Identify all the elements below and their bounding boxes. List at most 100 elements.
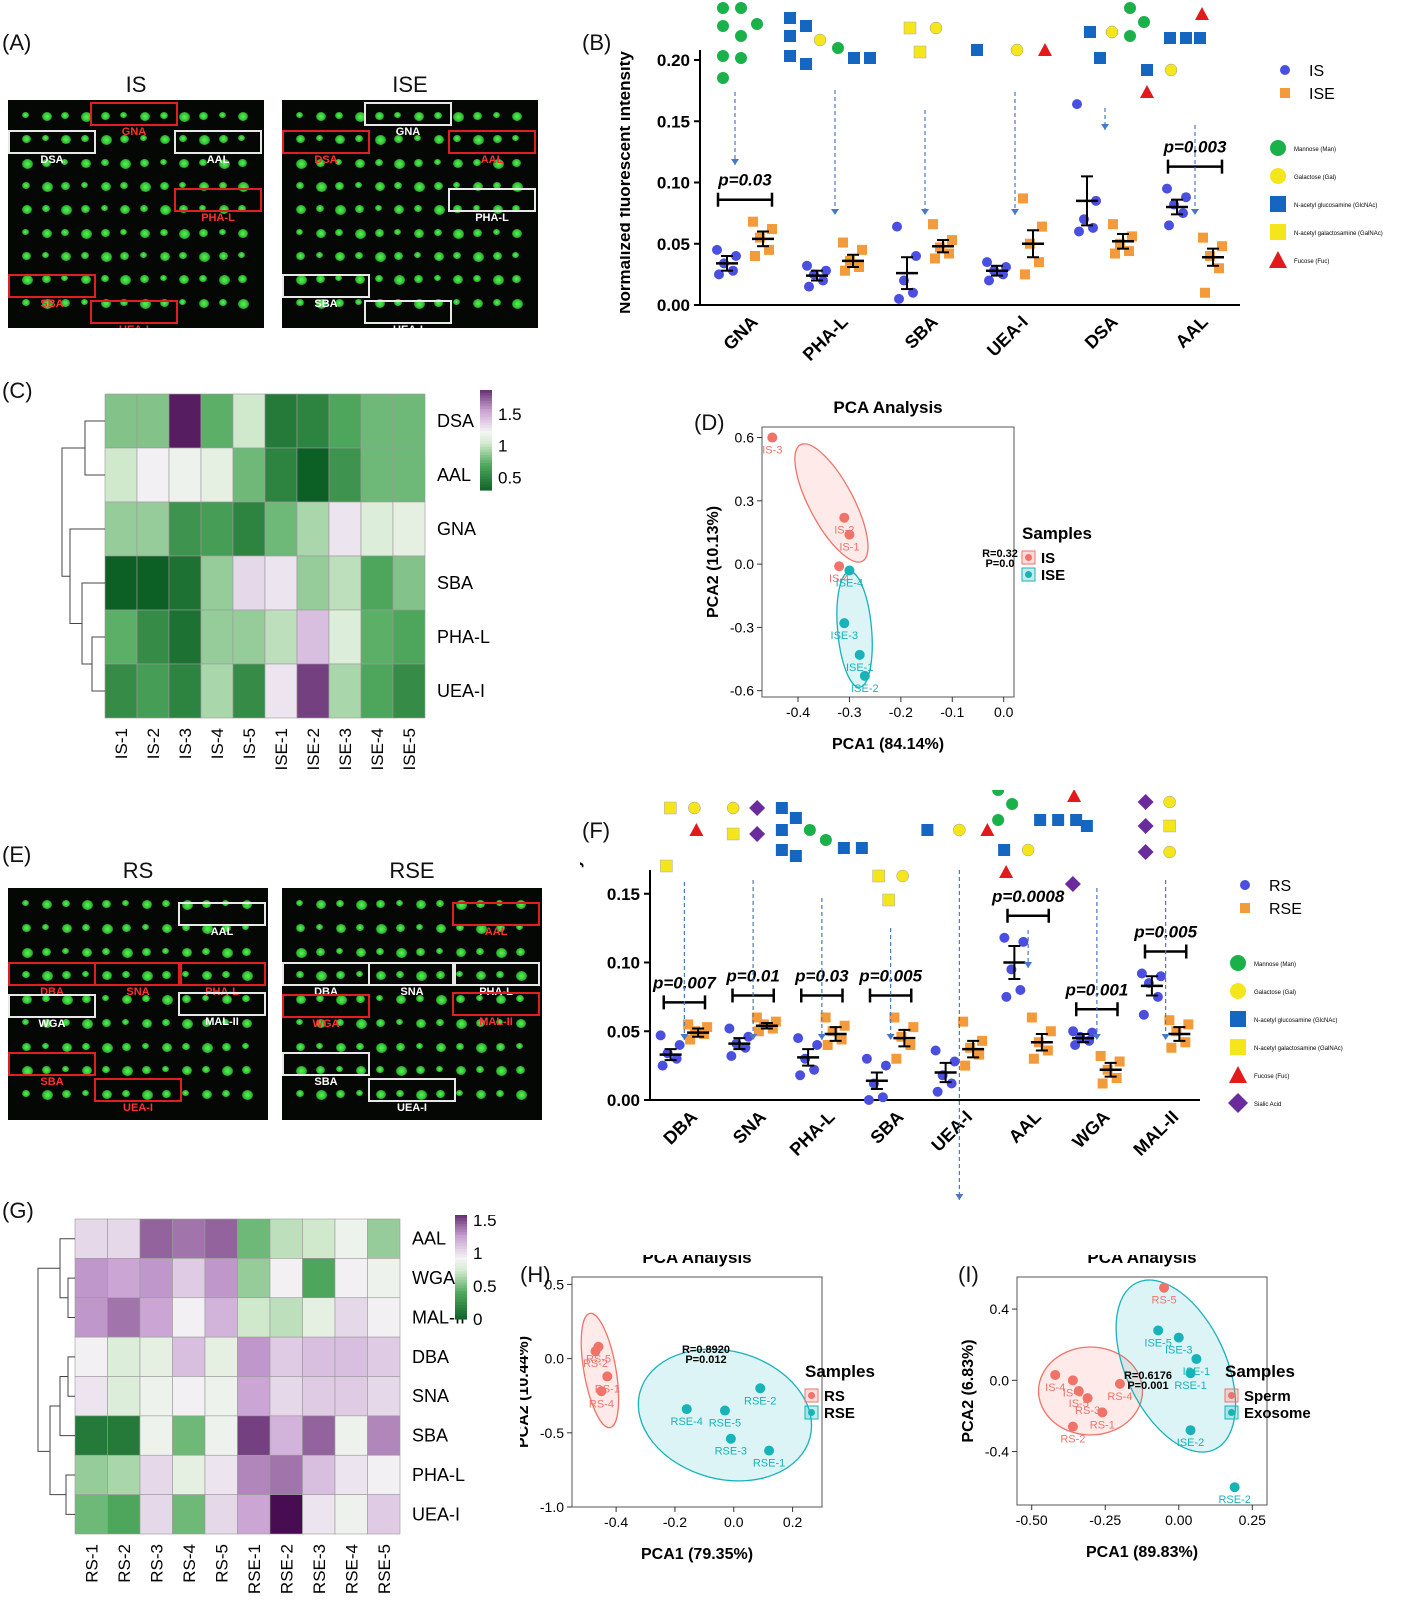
microarray-spot [22,947,33,958]
microarray-spot [356,971,363,978]
color-bar-segment [455,1229,467,1233]
heatmap-cell [139,1258,173,1299]
heatmap-cell [232,447,266,503]
legend-swatch-dot [808,1409,815,1416]
heatmap-cell [139,1218,173,1259]
microarray-spot [162,1018,170,1026]
dendrogram-branch [61,447,85,577]
color-bar-segment [480,392,492,397]
microarray-spot [296,158,307,169]
microarray-spot [42,1042,49,1049]
lectin-box-mal-ii: MAL-II [452,992,540,1028]
x-tick-label: 0.25 [1239,1512,1266,1528]
microarray-spot [336,995,347,1006]
dendrogram-branch [37,1267,60,1452]
pca-point [1050,1369,1061,1380]
color-bar-segment [455,1288,467,1292]
data-point-rs [1138,1009,1149,1020]
microarray-spot [396,1066,407,1077]
color-bar-segment [455,1257,467,1261]
microarray-spot [62,1042,72,1052]
microarray-spot [242,900,252,909]
color-bar-segment [480,449,492,453]
microarray-spot [296,923,305,932]
heatmap-cell [172,1415,206,1456]
heatmap-cell [107,1415,141,1456]
data-point-ise [840,265,850,276]
microarray-spot [22,1018,29,1025]
microarray-spot [238,228,249,238]
pca-point [859,670,870,681]
pca-point [834,561,845,572]
pca-point-label: RS-4 [589,1398,614,1410]
microarray-spot [61,298,71,307]
microarray-spot [453,182,461,188]
x-tick-label: -0.4 [604,1514,628,1530]
lectin-box-label: WGA [38,1018,66,1030]
lectin-box-sba: SBA [282,274,370,310]
color-bar-segment [455,1246,467,1250]
heatmap-cell [168,501,202,557]
heatmap-cell [296,501,330,557]
microarray-spot [82,923,90,931]
microarray-spot [473,298,483,308]
data-point-rse [822,1040,833,1050]
microarray-spot [218,275,230,286]
heatmap-col-label: IS-3 [176,728,195,759]
microarray-image-rs: AAL DBA SNA PHA-L WGA MAL-II SBA UEA-I [8,888,268,1120]
microarray-spot [102,995,109,1002]
microarray-spot [355,298,362,305]
microarray-title-rse: RSE [389,858,435,883]
microarray-spot [355,228,366,239]
microarray-spot [140,112,150,121]
microarray-spot [82,971,89,978]
data-point-ise [944,248,954,259]
microarray-spot [296,112,303,118]
heatmap-cell [204,1376,238,1417]
heatmap-cell [104,393,138,449]
heatmap-cell [139,1415,173,1456]
legend-label-group1: RS [1269,878,1291,895]
pca-point-label: ISE-1 [846,662,874,674]
x-tick-label: DSA [1081,312,1122,353]
x-tick-label: 0.2 [783,1514,803,1530]
glycan-glcnac-icon [784,12,796,24]
microarray-spot [492,112,500,118]
lectin-box-sba: SBA [282,1052,370,1088]
microarray-spot [179,298,187,305]
legend-label-group2: ISE [1309,86,1335,103]
heatmap-cell [296,555,330,611]
p-value-label: p=0.03 [717,171,772,190]
heatmap-cell [74,1297,108,1338]
data-point-ise [857,244,867,255]
heatmap-cell [136,501,170,557]
glycan-sialic-icon [749,800,766,816]
microarray-spot [222,971,230,979]
legend-swatch-dot [1228,1409,1235,1416]
microarray-spot [394,252,404,260]
data-point-rse [896,1031,907,1042]
legend-icon-0 [1270,140,1286,156]
microarray-spot [202,995,209,1002]
microarray-spot [374,158,383,166]
pca-point-label: ISE-2 [1177,1437,1205,1449]
lectin-box-aal: AAL [178,902,266,938]
heatmap-cell [172,1454,206,1495]
data-point-is [802,260,812,271]
legend-icon-3 [1270,224,1286,240]
pca-point-label: RS-4 [1107,1391,1132,1403]
microarray-spot [162,971,171,980]
heatmap-cell [204,1297,238,1338]
glycan-arrowhead [955,1194,964,1200]
glycan-glcnac-icon [1194,32,1206,44]
microarray-spot [316,1042,323,1049]
microarray-spot [202,1042,213,1053]
microarray-spot [416,900,426,909]
pca-point-label: RS-1 [1090,1419,1115,1431]
microarray-spot [238,135,246,142]
microarray-spot [42,995,50,1003]
pca-point-label: IS-4 [829,573,849,585]
lectin-box-label: UEA-I [92,324,176,328]
color-bar-segment [455,1268,467,1272]
microarray-spot [296,252,305,260]
